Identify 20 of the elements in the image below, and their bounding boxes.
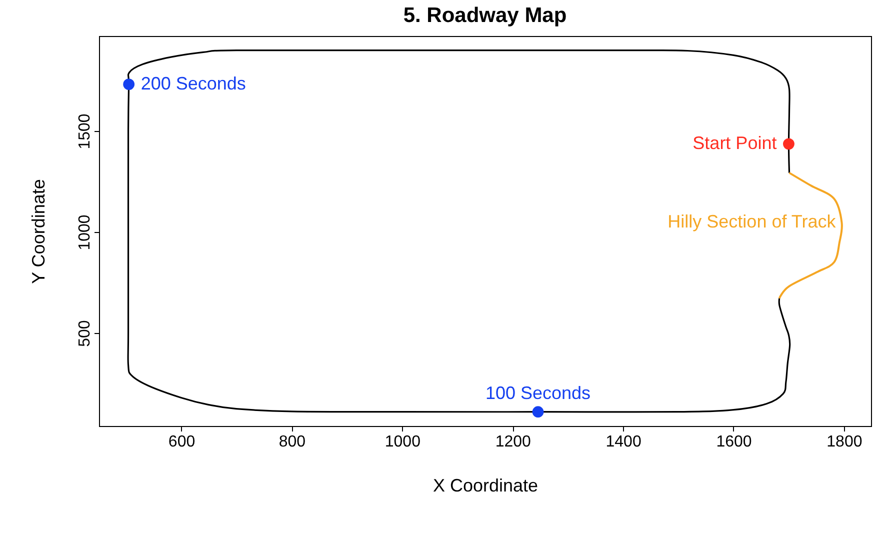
annotation: 200 Seconds: [140, 73, 246, 94]
x-tick-label: 600: [168, 434, 196, 450]
annotation: 100 Seconds: [485, 382, 591, 403]
x-tick-label: 1000: [384, 434, 421, 450]
y-axis-title: Y Coordinate: [28, 179, 48, 284]
x-tick-label: 1600: [716, 434, 752, 450]
chart-title: 5. Roadway Map: [403, 4, 567, 27]
point: [532, 406, 544, 418]
x-tick-label: 1400: [606, 434, 642, 450]
x-axis-title: X Coordinate: [432, 476, 538, 496]
point: [783, 138, 794, 150]
annotation: Start Point: [692, 132, 777, 153]
y-tick-label: 1500: [76, 114, 94, 150]
point: [123, 78, 135, 90]
annotation: Hilly Section of Track: [668, 212, 837, 232]
x-tick-label: 1800: [826, 434, 862, 450]
x-tick-label: 800: [278, 434, 306, 450]
y-tick-label: 500: [76, 320, 94, 347]
y-tick-label: 1000: [76, 214, 94, 250]
x-tick-label: 1200: [495, 434, 532, 450]
